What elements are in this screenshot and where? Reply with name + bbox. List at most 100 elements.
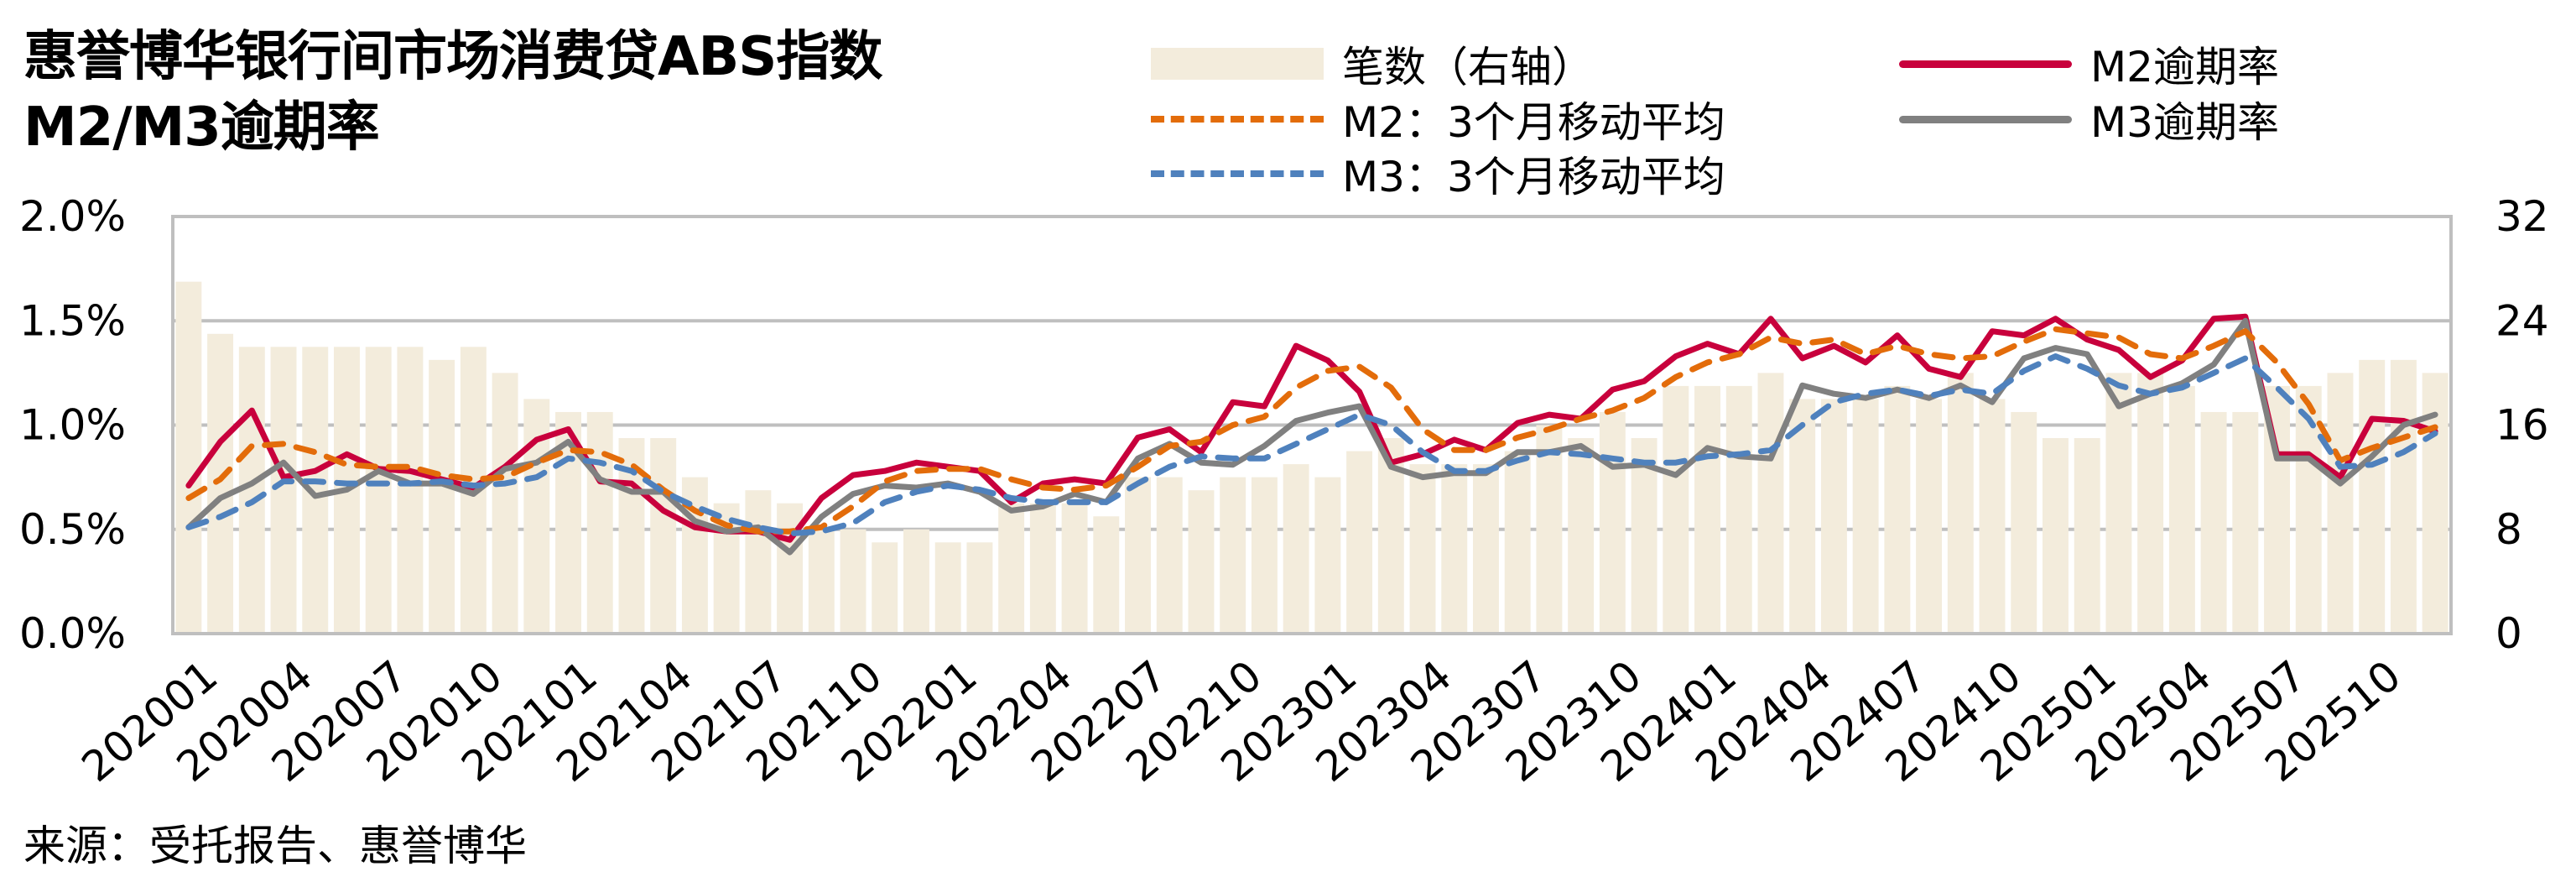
y-tick-label-right: 24 [2495,296,2549,345]
line-m3 [185,317,2438,556]
bar [2359,359,2386,634]
y-tick-label-right: 8 [2495,505,2522,554]
y-tick-label-left: 0.0% [19,609,126,658]
legend-label-count: 笔数（右轴） [1342,43,1594,91]
plot-frame [171,215,2453,635]
legend-solid-line-gray-icon [1899,115,2072,123]
bar [2390,359,2417,634]
legend-label-m3: M3逾期率 [2090,98,2279,147]
legend-dashed-line-blue-icon [1151,170,1324,177]
bar [1314,477,1341,634]
line-m2 [185,313,2438,543]
legend-item-m3-ma: M3：3个月移动平均 [1151,147,1725,201]
bar [650,438,677,634]
bar [1504,451,1531,634]
bar [1757,373,1784,634]
bar [1061,503,1088,634]
bar [1409,464,1436,634]
bar-series-count [175,281,2449,634]
bar [586,411,613,634]
bar [1568,438,1595,634]
y-tick-label-left: 0.5% [19,505,126,554]
bar [745,490,772,634]
source-note: 来源：受托报告、惠誉博华 [23,822,527,870]
bar [175,281,202,634]
bar [2295,385,2322,634]
bar [998,503,1025,634]
bar [2232,411,2259,634]
bar [777,503,804,634]
legend-label-m3-ma: M3：3个月移动平均 [1342,153,1725,201]
bar [492,373,518,634]
y-tick-label-left: 2.0% [19,192,126,241]
bar [808,529,835,634]
legend-label-m2: M2逾期率 [2090,43,2279,91]
bar [840,529,866,634]
legend-label-m2-ma: M2：3个月移动平均 [1342,98,1725,147]
y-tick-label-left: 1.5% [19,296,126,345]
bar [429,359,455,634]
bar [1346,451,1373,634]
bar [1852,399,1879,634]
y-tick-label-left: 1.0% [19,401,126,450]
bar [1188,490,1215,634]
bar [1725,385,1752,634]
y-tick-label-right: 32 [2495,192,2549,241]
bar [872,542,898,634]
bar [934,542,961,634]
bar [1156,477,1183,634]
bar [2168,385,2195,634]
y-axis-left: 0.0% 0.5% 1.0% 1.5% 2.0% [19,192,126,658]
bar [1916,399,1943,634]
bar [1283,464,1309,634]
bar [966,542,993,634]
legend-solid-line-red-icon [1899,60,2072,68]
bar [1536,425,1563,634]
bar [2043,438,2069,634]
bar [1789,399,1816,634]
gridlines [173,319,2451,531]
chart-title-line1: 惠誉博华银行间市场消费贷ABS指数 [23,26,882,88]
bar [1631,438,1657,634]
legend-dashed-line-orange-icon [1151,116,1324,123]
bar [2327,373,2354,634]
bar [2200,411,2227,634]
bar [1125,477,1151,634]
y-axis-right: 0 8 16 24 32 [2495,192,2549,658]
bar [2105,373,2132,634]
bar [397,347,424,634]
bar [1979,399,2006,634]
legend-swatch-bar-icon [1151,48,1324,80]
legend-item-count: 笔数（右轴） [1151,37,1594,91]
legend-item-m2-ma: M2：3个月移动平均 [1151,92,1725,147]
x-axis: 2020012020042020072020102021012021042021… [73,651,2410,791]
chart-title-line2: M2/M3逾期率 [23,97,380,159]
y-tick-label-right: 16 [2495,401,2549,450]
legend-item-m2: M2逾期率 [1899,37,2279,91]
bar [1820,399,1847,634]
bar [270,347,297,634]
bar [1093,516,1120,634]
bar [1220,477,1246,634]
bar [207,333,234,634]
bar [1441,464,1468,634]
bar [903,529,929,634]
bar [365,347,392,634]
bar [1029,503,1056,634]
bar [1694,385,1720,634]
bar [1251,477,1278,634]
line-series [185,313,2438,556]
bar [1884,385,1911,634]
bar [2137,373,2164,634]
bar [1473,464,1499,634]
bar [1663,385,1689,634]
line-m3-ma [185,353,2438,537]
bar [2074,438,2100,634]
legend-item-m3: M3逾期率 [1899,92,2279,147]
y-tick-label-right: 0 [2495,609,2522,658]
bar [1599,411,1626,634]
plot-border [171,215,2453,635]
bar [2011,411,2037,634]
bar [1947,373,1974,634]
